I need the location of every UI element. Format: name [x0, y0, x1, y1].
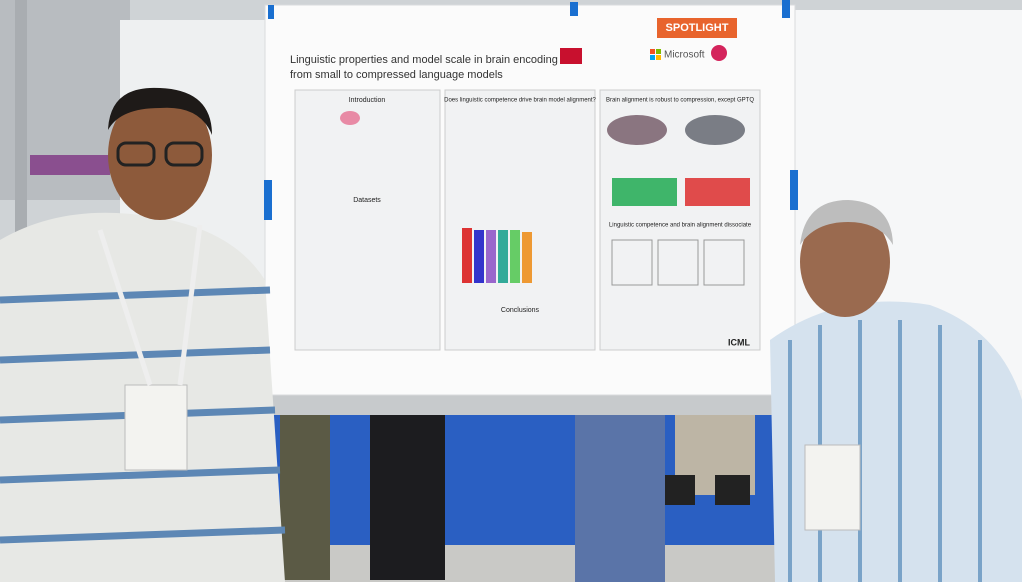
shoe — [715, 475, 750, 505]
hair — [108, 87, 212, 135]
badge-card — [124, 384, 188, 471]
figure-block — [522, 232, 532, 283]
board-rail — [270, 395, 790, 415]
brain-image — [685, 115, 745, 145]
tape — [790, 170, 798, 210]
stripe — [0, 286, 271, 304]
shoe — [665, 475, 695, 505]
figure-block — [486, 230, 496, 283]
brain-image — [607, 115, 667, 145]
floor — [270, 545, 830, 582]
hair — [800, 200, 893, 245]
figure-block — [474, 230, 484, 283]
brain-icon — [340, 111, 360, 125]
section-heading: Introduction — [349, 97, 386, 104]
logo-tum — [560, 48, 582, 64]
visitor-jeans — [575, 415, 665, 582]
figure-panel — [657, 239, 699, 286]
figure-block — [462, 228, 472, 283]
shirt-stripes — [788, 320, 982, 582]
figure-panel — [611, 239, 653, 286]
logo-circle — [711, 45, 727, 61]
person-right-head — [800, 207, 890, 317]
tape — [570, 2, 578, 16]
lanyard — [97, 229, 153, 386]
section-heading: Datasets — [353, 197, 381, 204]
badge: SPOTLIGHT — [666, 22, 729, 34]
lanyard — [177, 224, 203, 386]
person-left-head — [108, 90, 212, 220]
column — [294, 89, 441, 351]
figure-block — [498, 230, 508, 283]
visitor-legs — [280, 415, 330, 580]
ms-logo — [656, 55, 661, 60]
stripe — [0, 346, 271, 364]
glasses — [164, 141, 204, 167]
figure-block — [685, 178, 750, 206]
stripe — [0, 466, 281, 484]
visitor-legs — [370, 415, 445, 580]
ms-logo — [650, 49, 655, 54]
glasses — [116, 141, 156, 167]
figure-panel — [703, 239, 745, 286]
scatter-panels — [611, 239, 745, 286]
stripe — [0, 526, 286, 544]
section-heading: Does linguistic competence drive brain m… — [444, 98, 596, 104]
tape — [268, 5, 274, 19]
ms-logo — [650, 55, 655, 60]
ms-logo — [656, 49, 661, 54]
section-heading: Brain alignment is robust to compression… — [606, 98, 754, 104]
tape — [264, 180, 272, 220]
poster-title: Linguistic properties and model scale in… — [290, 54, 558, 66]
column — [444, 89, 596, 351]
footer-logo: ICML — [728, 337, 750, 347]
section-heading: Conclusions — [501, 307, 540, 314]
badge-card — [804, 444, 861, 531]
figure-block — [612, 178, 677, 206]
section-heading: Linguistic competence and brain alignmen… — [609, 223, 752, 229]
tape — [782, 0, 790, 18]
poster-title: from small to compressed language models — [290, 69, 503, 81]
badge-bg — [657, 18, 737, 38]
figure-block — [510, 230, 520, 283]
purple-banner — [30, 155, 110, 175]
person-right-shirt — [770, 301, 1022, 582]
figure-bars — [462, 178, 750, 283]
logo-text: Microsoft — [664, 50, 705, 61]
